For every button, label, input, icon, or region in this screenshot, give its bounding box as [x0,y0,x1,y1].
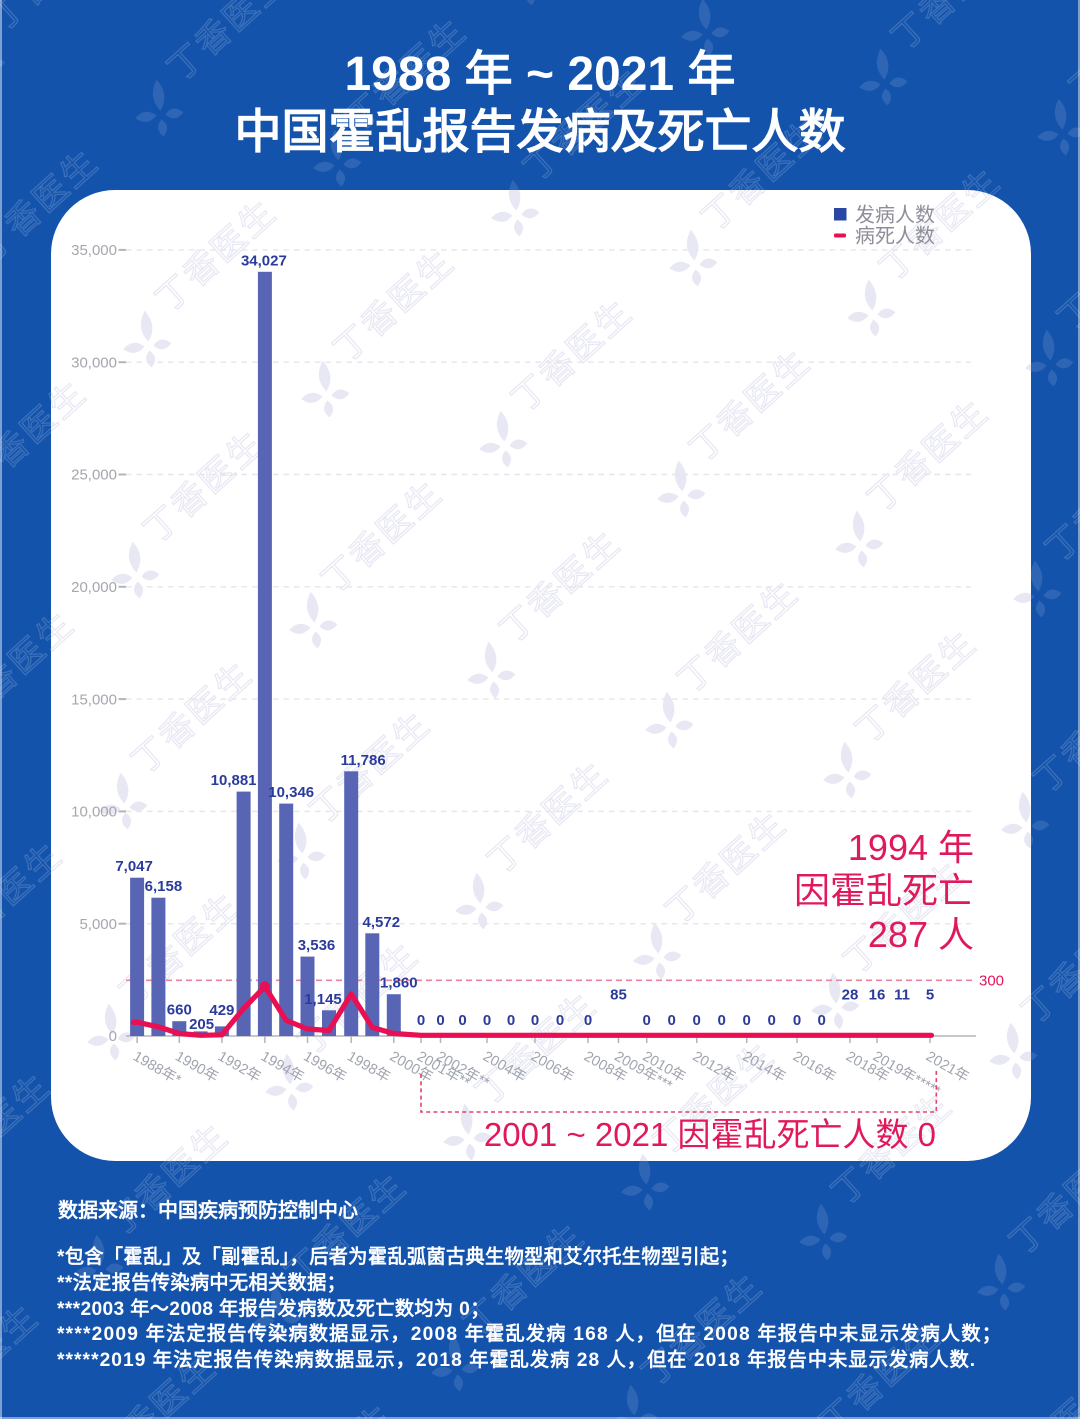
svg-text:0: 0 [743,1012,751,1029]
svg-text:10,346: 10,346 [268,784,314,801]
svg-text:1996年: 1996年 [301,1048,350,1086]
svg-text:0: 0 [793,1012,801,1029]
svg-text:28: 28 [842,987,859,1004]
svg-text:2001 ~ 2021 因霍乱死亡人数 0: 2001 ~ 2021 因霍乱死亡人数 0 [484,1116,936,1153]
svg-text:660: 660 [167,1002,192,1019]
svg-text:20,000: 20,000 [71,579,117,596]
svg-text:6,158: 6,158 [145,878,183,895]
svg-text:34,027: 34,027 [241,252,287,269]
svg-text:因霍乱死亡: 因霍乱死亡 [794,870,974,911]
svg-text:85: 85 [610,987,627,1004]
svg-text:5: 5 [926,987,934,1004]
svg-text:病死人数: 病死人数 [855,225,935,248]
svg-text:0: 0 [718,1012,726,1029]
svg-text:10,881: 10,881 [211,772,257,789]
svg-text:1,860: 1,860 [380,975,418,992]
svg-text:1994 年: 1994 年 [848,827,974,868]
svg-text:0: 0 [417,1012,425,1029]
svg-text:2016年: 2016年 [790,1048,839,1086]
svg-text:1998年: 1998年 [344,1048,393,1086]
svg-text:5,000: 5,000 [79,916,117,933]
svg-text:30,000: 30,000 [71,354,117,371]
svg-text:发病人数: 发病人数 [855,204,935,227]
svg-text:300: 300 [979,973,1004,990]
svg-text:429: 429 [209,1002,234,1019]
svg-text:10,000: 10,000 [71,804,117,821]
svg-text:0: 0 [436,1012,444,1029]
svg-text:1994年: 1994年 [258,1048,307,1086]
svg-text:0: 0 [507,1012,515,1029]
svg-text:0: 0 [556,1012,564,1029]
svg-text:0: 0 [584,1012,592,1029]
svg-text:11: 11 [894,987,910,1004]
svg-text:3,536: 3,536 [298,937,336,954]
svg-text:0: 0 [693,1012,701,1029]
svg-text:0: 0 [458,1012,466,1029]
svg-text:7,047: 7,047 [115,858,153,875]
svg-text:35,000: 35,000 [71,242,117,259]
svg-text:15,000: 15,000 [71,691,117,708]
svg-text:0: 0 [643,1012,651,1029]
svg-text:0: 0 [109,1028,117,1045]
svg-text:0: 0 [531,1012,539,1029]
svg-text:0: 0 [768,1012,776,1029]
svg-text:1992年: 1992年 [215,1048,264,1086]
svg-text:287 人: 287 人 [868,914,974,955]
svg-text:4,572: 4,572 [363,914,401,931]
svg-text:16: 16 [869,987,886,1004]
svg-text:0: 0 [668,1012,676,1029]
svg-text:2006年: 2006年 [528,1048,577,1086]
svg-text:2012年: 2012年 [690,1048,739,1086]
svg-text:0: 0 [483,1012,491,1029]
svg-text:205: 205 [189,1016,214,1033]
svg-text:11,786: 11,786 [341,752,386,769]
svg-text:25,000: 25,000 [71,467,117,484]
svg-text:2014年: 2014年 [740,1048,789,1086]
svg-text:1,145: 1,145 [304,991,342,1008]
svg-text:0: 0 [818,1012,826,1029]
